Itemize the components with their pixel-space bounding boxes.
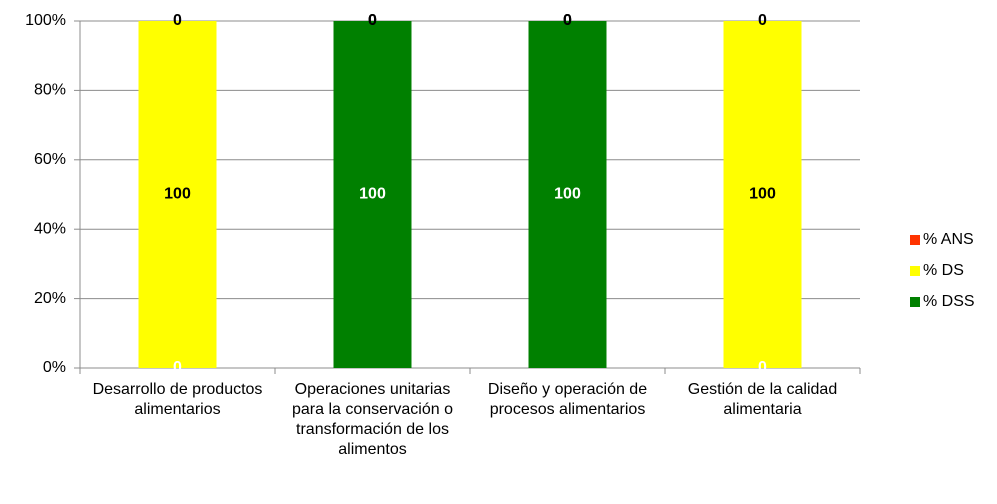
bar-segment xyxy=(138,21,217,368)
y-tick-label: 100% xyxy=(25,12,66,29)
legend-swatch xyxy=(910,297,920,307)
y-tick-label: 80% xyxy=(34,82,66,99)
data-label: 100 xyxy=(359,186,386,203)
y-tick-label: 0% xyxy=(43,359,66,376)
data-label: 0 xyxy=(563,12,572,29)
data-label: 0 xyxy=(368,12,377,29)
data-label: 0 xyxy=(758,12,767,29)
bar-segment xyxy=(723,21,802,368)
x-tick-label: Diseño y operación de procesos alimentar… xyxy=(487,381,648,418)
data-label: 0 xyxy=(563,12,572,29)
data-label: 0 xyxy=(173,359,182,376)
data-label: 100 xyxy=(164,186,191,203)
legend-swatch xyxy=(910,266,920,276)
bar-segment xyxy=(333,21,412,368)
legend-label: % DS xyxy=(923,262,964,279)
data-label: 100 xyxy=(554,186,581,203)
data-label: 0 xyxy=(758,359,767,376)
data-label: 100 xyxy=(749,186,776,203)
y-tick-label: 20% xyxy=(34,290,66,307)
data-label: 0 xyxy=(368,12,377,29)
data-label: 0 xyxy=(173,12,182,29)
y-tick-label: 40% xyxy=(34,220,66,237)
x-tick-label: Operaciones unitarias para la conservaci… xyxy=(292,381,453,458)
x-tick-label: Gestión de la calidad alimentaria xyxy=(687,381,838,418)
legend-label: % DSS xyxy=(923,293,975,310)
bar-segment xyxy=(528,21,607,368)
y-tick-label: 60% xyxy=(34,151,66,168)
legend-swatch xyxy=(910,235,920,245)
legend-label: % ANS xyxy=(923,231,974,248)
x-tick-label: Desarrollo de productos alimentarios xyxy=(92,381,263,418)
